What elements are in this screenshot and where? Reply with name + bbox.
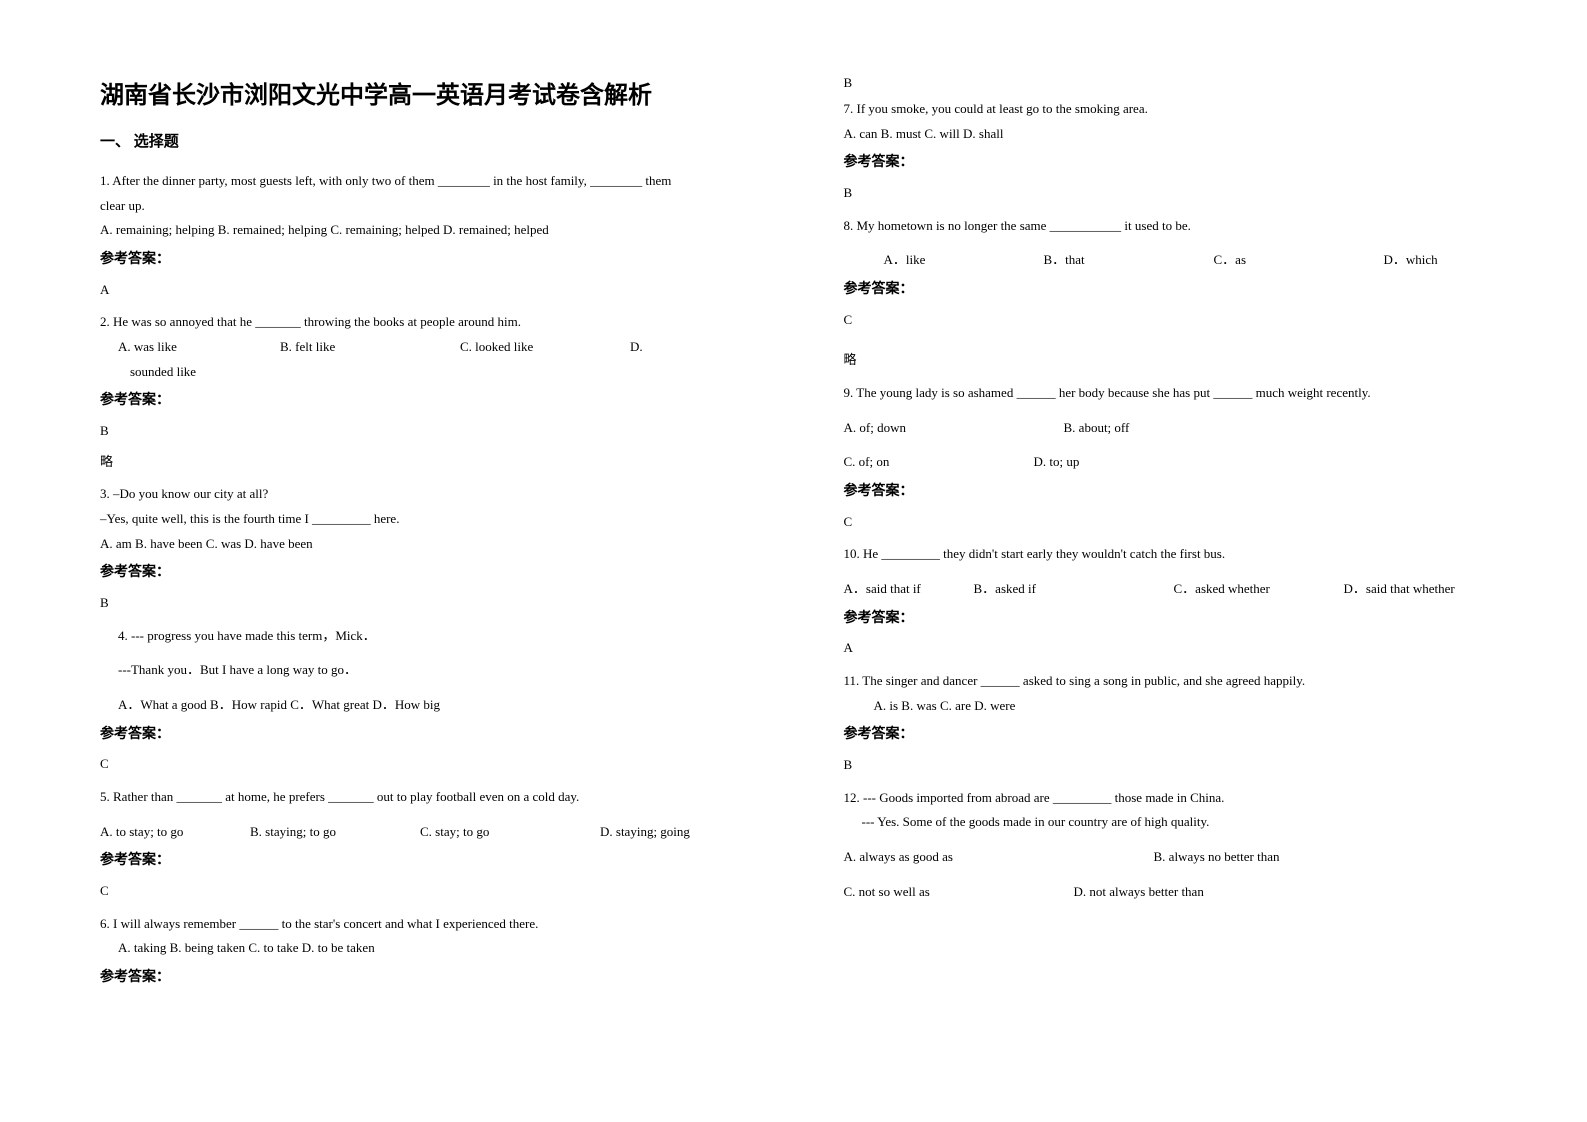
- question-3: 3. –Do you know our city at all? –Yes, q…: [100, 482, 784, 615]
- q3-text-l2: –Yes, quite well, this is the fourth tim…: [100, 507, 784, 532]
- question-10: 10. He _________ they didn't start early…: [844, 542, 1528, 661]
- answer-label: 参考答案：: [844, 722, 1528, 749]
- left-column: 湖南省长沙市浏阳文光中学高一英语月考试卷含解析 一、 选择题 1. After …: [100, 75, 814, 1082]
- q2-answer: B: [100, 419, 784, 444]
- q4-options: A．What a good B．How rapid C．What great D…: [100, 693, 784, 718]
- q10-answer: A: [844, 636, 1528, 661]
- main-title: 湖南省长沙市浏阳文光中学高一英语月考试卷含解析: [100, 75, 784, 110]
- q4-answer: C: [100, 752, 784, 777]
- q9-text-l1: 9. The young lady is so ashamed ______ h…: [844, 381, 1528, 406]
- q12-opt-a: A. always as good as: [844, 845, 1154, 870]
- q9-answer: C: [844, 510, 1528, 535]
- q2-opt-c: C. looked like: [460, 335, 630, 360]
- answer-label: 参考答案：: [100, 722, 784, 749]
- answer-label: 参考答案：: [844, 606, 1528, 633]
- q12-text-l1: 12. --- Goods imported from abroad are _…: [844, 786, 1528, 811]
- q10-opt-d: D．said that whether: [1344, 577, 1455, 602]
- q8-opt-d: D．which: [1384, 248, 1438, 273]
- q9-opt-b: B. about; off: [1064, 416, 1130, 441]
- answer-label: 参考答案：: [100, 965, 784, 992]
- q2-note: 略: [100, 450, 784, 475]
- q5-text-l1: 5. Rather than _______ at home, he prefe…: [100, 785, 784, 810]
- question-1: 1. After the dinner party, most guests l…: [100, 169, 784, 302]
- answer-label: 参考答案：: [100, 247, 784, 274]
- answer-label: 参考答案：: [844, 150, 1528, 177]
- question-7: 7. If you smoke, you could at least go t…: [844, 97, 1528, 206]
- q5-opt-a: A. to stay; to go: [100, 820, 250, 845]
- answer-label: 参考答案：: [100, 560, 784, 587]
- q12-opt-c: C. not so well as: [844, 880, 1074, 905]
- answer-label: 参考答案：: [844, 277, 1528, 304]
- question-6: 6. I will always remember ______ to the …: [100, 912, 784, 992]
- q10-opt-b: B．asked if: [974, 577, 1174, 602]
- q12-text-l2: --- Yes. Some of the goods made in our c…: [844, 810, 1528, 835]
- q2-opt-d: D.: [630, 335, 643, 360]
- section-title: 一、 选择题: [100, 130, 784, 151]
- q12-opt-d: D. not always better than: [1074, 880, 1204, 905]
- answer-label: 参考答案：: [100, 848, 784, 875]
- q3-options: A. am B. have been C. was D. have been: [100, 532, 784, 557]
- q8-note: 略: [844, 348, 1528, 373]
- q4-text-l1: 4. --- progress you have made this term，…: [100, 624, 784, 649]
- q8-answer: C: [844, 308, 1528, 333]
- q10-opt-c: C．asked whether: [1174, 577, 1344, 602]
- q7-answer: B: [844, 181, 1528, 206]
- q8-opt-a: A．like: [884, 248, 1044, 273]
- q1-text-l2: clear up.: [100, 194, 784, 219]
- q9-opt-d: D. to; up: [1034, 450, 1080, 475]
- q8-opt-b: B．that: [1044, 248, 1214, 273]
- question-12: 12. --- Goods imported from abroad are _…: [844, 786, 1528, 905]
- question-2: 2. He was so annoyed that he _______ thr…: [100, 310, 784, 474]
- question-9: 9. The young lady is so ashamed ______ h…: [844, 381, 1528, 534]
- q4-text-l2: ---Thank you．But I have a long way to go…: [100, 658, 784, 683]
- q7-text-l1: 7. If you smoke, you could at least go t…: [844, 97, 1528, 122]
- question-4: 4. --- progress you have made this term，…: [100, 624, 784, 777]
- q1-text-l1: 1. After the dinner party, most guests l…: [100, 169, 784, 194]
- q8-text-l1: 8. My hometown is no longer the same ___…: [844, 214, 1528, 239]
- q7-options: A. can B. must C. will D. shall: [844, 122, 1528, 147]
- answer-label: 参考答案：: [844, 479, 1528, 506]
- question-11: 11. The singer and dancer ______ asked t…: [844, 669, 1528, 778]
- answer-label: 参考答案：: [100, 388, 784, 415]
- q6-options: A. taking B. being taken C. to take D. t…: [100, 936, 784, 961]
- q1-answer: A: [100, 278, 784, 303]
- q5-answer: C: [100, 879, 784, 904]
- q2-text-l1: 2. He was so annoyed that he _______ thr…: [100, 310, 784, 335]
- q1-options: A. remaining; helping B. remained; helpi…: [100, 218, 784, 243]
- q10-text-l1: 10. He _________ they didn't start early…: [844, 542, 1528, 567]
- q2-opt-a: A. was like: [100, 335, 280, 360]
- q11-text-l1: 11. The singer and dancer ______ asked t…: [844, 669, 1528, 694]
- q3-text-l1: 3. –Do you know our city at all?: [100, 482, 784, 507]
- right-column: B 7. If you smoke, you could at least go…: [814, 75, 1528, 1082]
- question-5: 5. Rather than _______ at home, he prefe…: [100, 785, 784, 904]
- q2-opt-d2: sounded like: [100, 360, 784, 385]
- q12-opt-b: B. always no better than: [1154, 845, 1280, 870]
- q9-opt-a: A. of; down: [844, 416, 1064, 441]
- q2-opt-b: B. felt like: [280, 335, 460, 360]
- q5-opt-d: D. staying; going: [600, 820, 690, 845]
- q6-answer: B: [844, 75, 1528, 91]
- q3-answer: B: [100, 591, 784, 616]
- question-8: 8. My hometown is no longer the same ___…: [844, 214, 1528, 373]
- q9-opt-c: C. of; on: [844, 450, 1034, 475]
- q8-opt-c: C．as: [1214, 248, 1384, 273]
- q11-options: A. is B. was C. are D. were: [844, 694, 1528, 719]
- q11-answer: B: [844, 753, 1528, 778]
- q6-text-l1: 6. I will always remember ______ to the …: [100, 912, 784, 937]
- q5-opt-b: B. staying; to go: [250, 820, 420, 845]
- q5-opt-c: C. stay; to go: [420, 820, 600, 845]
- q10-opt-a: A．said that if: [844, 577, 974, 602]
